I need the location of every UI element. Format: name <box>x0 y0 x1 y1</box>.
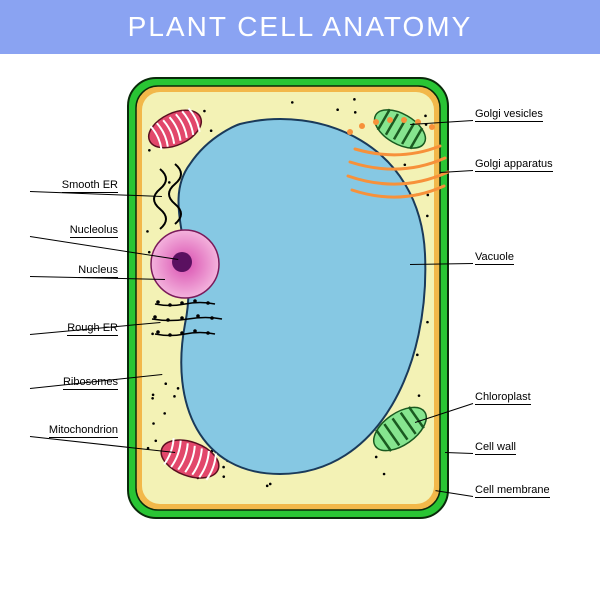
label-chloroplast: Chloroplast <box>475 391 531 405</box>
label-vacuole: Vacuole <box>475 251 514 265</box>
label-nucleolus: Nucleolus <box>28 224 118 238</box>
title-text: PLANT CELL ANATOMY <box>128 11 473 43</box>
label-golgi-apparatus: Golgi apparatus <box>475 158 553 172</box>
label-mitochondrion: Mitochondrion <box>28 424 118 438</box>
title-bar: PLANT CELL ANATOMY <box>0 0 600 54</box>
label-cell-membrane: Cell membrane <box>475 484 550 498</box>
label-golgi-vesicles: Golgi vesicles <box>475 108 543 122</box>
label-cell-wall: Cell wall <box>475 441 516 455</box>
diagram-canvas: Smooth ERNucleolusNucleusRough ERRibosom… <box>0 54 600 600</box>
